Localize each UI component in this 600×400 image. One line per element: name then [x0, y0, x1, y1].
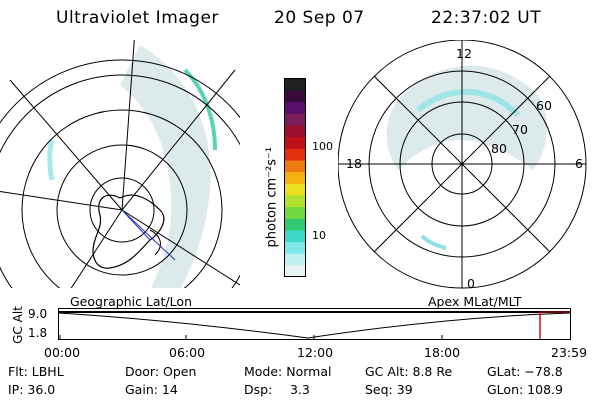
- colorbar-stripe: [285, 242, 305, 255]
- colorbar-stripe: [285, 113, 305, 127]
- colorbar-stripe: [285, 253, 305, 266]
- status-dsp-value: 3.3: [290, 382, 310, 397]
- colorbar-stripe: [285, 125, 305, 138]
- mlat-label-70: 70: [512, 122, 528, 137]
- status-dsp-label: Dsp:: [244, 382, 273, 397]
- timeline-xtick-0000: 00:00: [44, 345, 81, 360]
- apex-caption: Apex MLat/MLT: [428, 294, 522, 309]
- colorbar-tick-10: 10: [312, 229, 326, 242]
- timeline-xtick-1800: 18:00: [424, 345, 461, 360]
- status-door: Door: Open: [125, 364, 197, 379]
- timeline-xtick-0600: 06:00: [169, 345, 206, 360]
- timeline-xtick-1200: 12:00: [297, 345, 334, 360]
- colorbar-stripe: [285, 148, 305, 162]
- colorbar-stripe: [285, 183, 305, 196]
- aurora-oval: [386, 65, 548, 170]
- colorbar: [284, 78, 306, 278]
- status-seq: Seq: 39: [365, 382, 413, 397]
- geographic-map: [0, 40, 240, 288]
- mlt-polar-plot: [338, 40, 587, 289]
- colorbar-stripe: [285, 102, 305, 115]
- mlat-label-60: 60: [536, 98, 552, 113]
- aurora-band: [120, 45, 211, 288]
- mlat-label-80: 80: [491, 141, 507, 156]
- status-ip: IP: 36.0: [8, 382, 56, 397]
- status-filter: Flt: LBHL: [8, 364, 64, 379]
- status-glon: GLon: 108.9: [487, 382, 563, 397]
- colorbar-stripe: [285, 207, 305, 220]
- colorbar-stripe: [285, 195, 305, 208]
- colorbar-stripe: [285, 265, 305, 278]
- status-gc-alt: GC Alt: 8.8 Re: [365, 364, 453, 379]
- timeline-xtick-2359: 23:59: [551, 345, 588, 360]
- mlt-label-6: 6: [575, 156, 583, 171]
- colorbar-label: photon cm⁻²s⁻¹: [264, 146, 280, 248]
- timeline-ytick-9: 9.0: [28, 307, 48, 321]
- colorbar-tick-100: 100: [312, 140, 333, 153]
- colorbar-stripe: [285, 90, 305, 103]
- colorbar-stripe: [285, 79, 305, 92]
- date-label: 20 Sep 07: [274, 8, 365, 28]
- mlt-label-0: 0: [467, 276, 475, 291]
- colorbar-stripe: [285, 230, 305, 243]
- timeline-ytick-1-8: 1.8: [28, 326, 48, 340]
- status-mode: Mode: Normal: [244, 364, 332, 379]
- time-label: 22:37:02 UT: [431, 8, 542, 28]
- instrument-title: Ultraviolet Imager: [56, 8, 219, 28]
- status-gain: Gain: 14: [125, 382, 178, 397]
- status-glat: GLat: −78.8: [487, 364, 563, 379]
- orbit-timeline: [58, 308, 571, 340]
- colorbar-stripe: [285, 160, 305, 173]
- timeline-axis-label: GC Alt: [11, 306, 25, 344]
- colorbar-stripe: [285, 218, 305, 231]
- mlt-label-12: 12: [456, 46, 472, 61]
- geographic-caption: Geographic Lat/Lon: [70, 294, 192, 309]
- colorbar-stripe: [285, 137, 305, 150]
- colorbar-stripe: [285, 172, 305, 185]
- mlt-label-18: 18: [346, 156, 362, 171]
